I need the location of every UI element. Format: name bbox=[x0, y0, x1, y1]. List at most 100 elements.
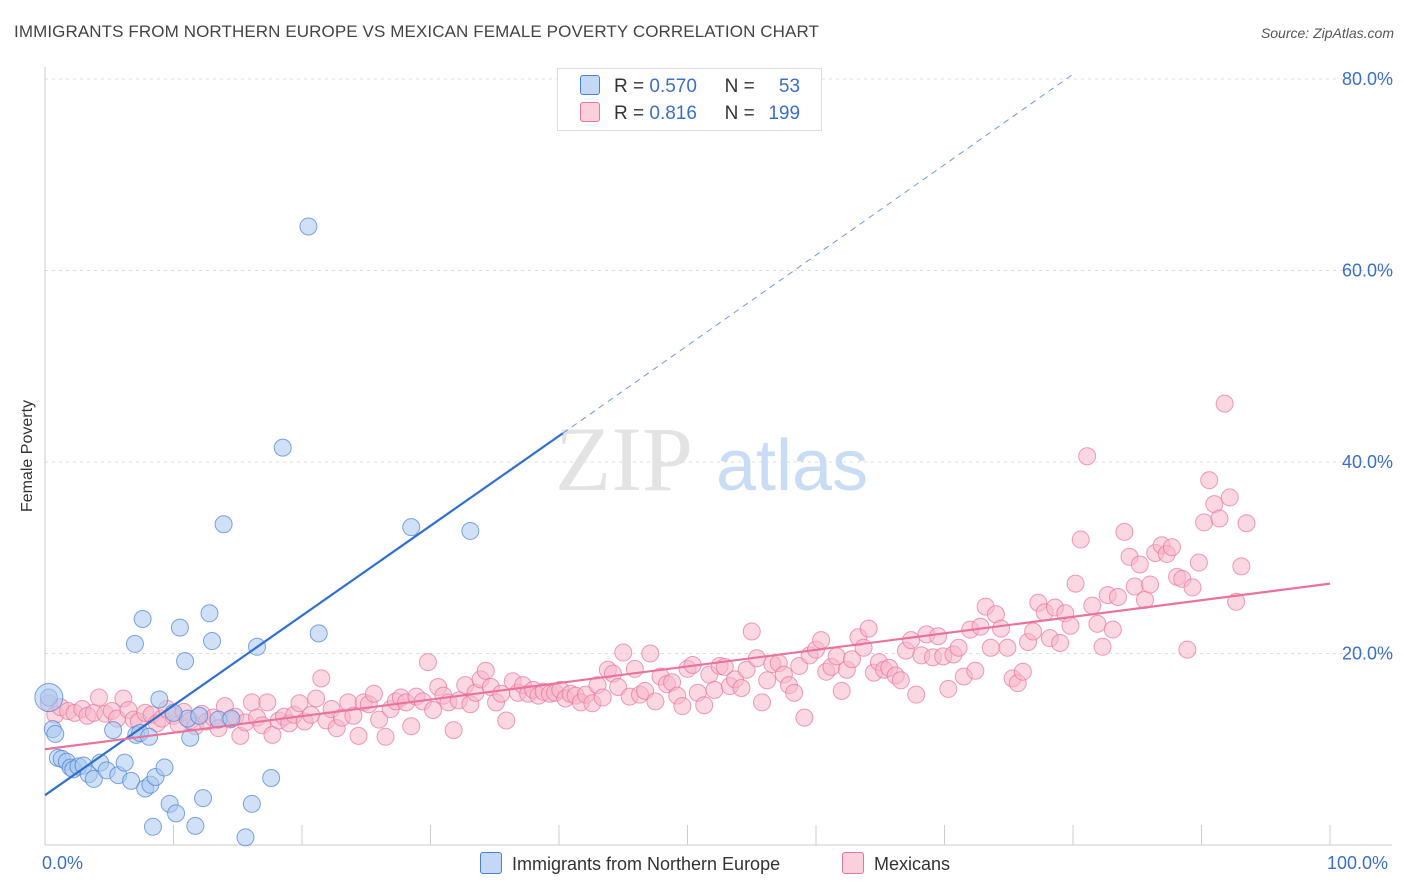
data-point-mexicans bbox=[949, 638, 968, 657]
source-label: Source: ZipAtlas.com bbox=[1260, 25, 1394, 41]
data-point-mexicans bbox=[673, 697, 692, 716]
data-point-northern-europe bbox=[164, 703, 183, 722]
data-point-mexicans bbox=[742, 622, 761, 641]
data-point-northern-europe bbox=[262, 768, 281, 787]
data-point-mexicans bbox=[1024, 622, 1043, 641]
data-point-mexicans bbox=[307, 689, 326, 708]
legend-r-value: 0.570 bbox=[649, 76, 697, 97]
data-point-mexicans bbox=[929, 627, 948, 646]
data-point-mexicans bbox=[842, 650, 861, 669]
data-point-northern-europe bbox=[176, 652, 195, 671]
data-point-northern-europe bbox=[461, 521, 480, 540]
data-point-mexicans bbox=[732, 678, 751, 697]
legend-swatch-northern-europe bbox=[480, 852, 502, 874]
data-point-northern-europe bbox=[186, 816, 205, 835]
data-point-mexicans bbox=[376, 727, 395, 746]
data-point-northern-europe bbox=[299, 217, 318, 236]
data-point-mexicans bbox=[753, 693, 772, 712]
legend-item-northern-europe: Immigrants from Northern Europe bbox=[480, 852, 780, 875]
data-point-mexicans bbox=[290, 694, 309, 713]
data-point-northern-europe bbox=[84, 769, 103, 788]
data-point-northern-europe bbox=[309, 624, 328, 643]
data-point-mexicans bbox=[695, 696, 714, 715]
legend-swatch-mexicans bbox=[580, 102, 600, 122]
legend-row-northern-europe: R = 0.570 N = 53 bbox=[580, 75, 800, 99]
data-point-mexicans bbox=[646, 692, 665, 711]
data-point-northern-europe bbox=[150, 690, 169, 709]
x-axis-min-label: 0.0% bbox=[42, 853, 84, 873]
trend-line-mexicans bbox=[44, 582, 1331, 751]
data-point-northern-europe bbox=[34, 683, 64, 713]
legend-swatch-mexicans bbox=[842, 852, 864, 874]
data-point-northern-europe bbox=[46, 724, 65, 743]
data-point-mexicans bbox=[907, 685, 926, 704]
data-point-mexicans bbox=[737, 660, 756, 679]
watermark: ZIP atlas bbox=[555, 408, 868, 510]
data-point-northern-europe bbox=[167, 804, 186, 823]
data-point-mexicans bbox=[971, 617, 990, 636]
legend-n-value: 199 bbox=[768, 103, 801, 124]
y-tick-label: 20.0% bbox=[1342, 644, 1393, 664]
data-point-mexicans bbox=[1061, 616, 1080, 635]
data-point-mexicans bbox=[1178, 640, 1197, 659]
data-point-mexicans bbox=[966, 661, 985, 680]
data-point-northern-europe bbox=[155, 758, 174, 777]
data-point-mexicans bbox=[609, 678, 628, 697]
data-point-northern-europe bbox=[190, 706, 209, 725]
data-point-mexicans bbox=[476, 661, 495, 680]
data-point-mexicans bbox=[1066, 574, 1085, 593]
data-point-mexicans bbox=[1103, 620, 1122, 639]
data-point-mexicans bbox=[1078, 447, 1097, 466]
legend-label-mexicans: Mexicans bbox=[874, 854, 951, 874]
data-point-mexicans bbox=[1195, 513, 1214, 532]
legend-swatch-northern-europe bbox=[580, 75, 600, 95]
data-point-northern-europe bbox=[203, 632, 222, 651]
legend-row-mexicans: R = 0.816 N = 199 bbox=[580, 102, 800, 126]
data-point-mexicans bbox=[1093, 637, 1112, 656]
data-point-northern-europe bbox=[181, 728, 200, 747]
trend-lines bbox=[44, 73, 1331, 797]
data-point-northern-europe bbox=[143, 817, 162, 836]
data-point-northern-europe bbox=[194, 789, 213, 808]
y-tick-label: 80.0% bbox=[1342, 69, 1393, 89]
data-point-mexicans bbox=[891, 671, 910, 690]
gridlines bbox=[45, 78, 1392, 654]
data-point-mexicans bbox=[758, 671, 777, 690]
trend-line-northern-europe-extension bbox=[562, 73, 1074, 434]
data-point-mexicans bbox=[1108, 588, 1127, 607]
data-point-mexicans bbox=[1162, 538, 1181, 557]
watermark-atlas: atlas bbox=[716, 426, 868, 506]
data-point-mexicans bbox=[1183, 578, 1202, 597]
data-point-northern-europe bbox=[104, 721, 123, 740]
data-point-mexicans bbox=[444, 721, 463, 740]
legend-item-mexicans: Mexicans bbox=[842, 852, 950, 875]
legend-r-value: 0.816 bbox=[649, 103, 697, 124]
data-point-mexicans bbox=[832, 681, 851, 700]
data-point-mexicans bbox=[1083, 596, 1102, 615]
legend-r-label: R = bbox=[614, 103, 645, 124]
data-point-mexicans bbox=[402, 717, 421, 736]
data-point-mexicans bbox=[424, 700, 443, 719]
data-point-mexicans bbox=[1237, 514, 1256, 533]
data-point-northern-europe bbox=[242, 794, 261, 813]
data-point-mexicans bbox=[258, 693, 277, 712]
data-point-northern-europe bbox=[273, 438, 292, 457]
data-point-northern-europe bbox=[133, 610, 152, 629]
data-point-mexicans bbox=[812, 631, 831, 650]
x-axis-max-label: 100.0% bbox=[1327, 853, 1389, 873]
data-point-mexicans bbox=[992, 619, 1011, 638]
data-point-mexicans bbox=[1227, 592, 1246, 611]
watermark-zip: ZIP bbox=[555, 408, 693, 510]
legend-n-label: N = bbox=[724, 103, 755, 124]
trend-line-northern-europe bbox=[44, 432, 564, 797]
series-legend: Immigrants from Northern Europe Mexicans bbox=[0, 852, 1406, 878]
y-tick-labels: 20.0% 40.0% 60.0% 80.0% bbox=[1342, 69, 1393, 664]
data-point-northern-europe bbox=[122, 771, 141, 790]
data-point-mexicans bbox=[854, 638, 873, 657]
legend-n-value: 53 bbox=[778, 76, 801, 97]
data-point-mexicans bbox=[705, 680, 724, 699]
data-point-mexicans bbox=[1220, 488, 1239, 507]
data-point-mexicans bbox=[364, 684, 383, 703]
data-point-mexicans bbox=[418, 653, 437, 672]
